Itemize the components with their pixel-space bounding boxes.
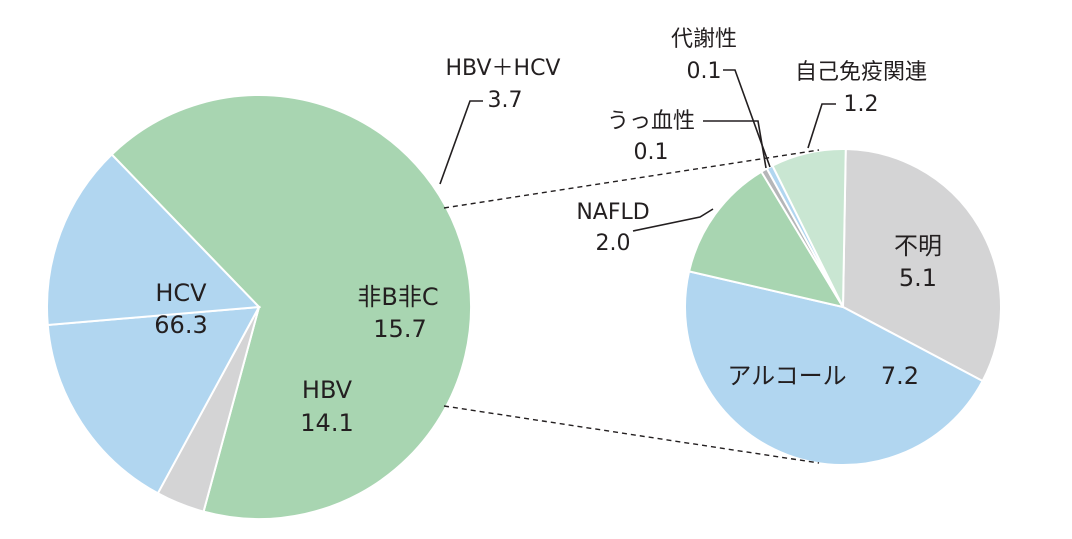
label-hcv-name: HCV: [155, 279, 207, 307]
label-alcohol-value: 7.2: [881, 362, 919, 390]
label-non-b-non-c-value: 15.7: [373, 315, 426, 343]
slice-unknown: [841, 148, 1002, 383]
label-nafld-value: 2.0: [596, 231, 631, 256]
leader-line-nafld: [632, 208, 714, 232]
label-hbv-hcv-value: 3.7: [488, 88, 523, 113]
label-hbv-hcv-name: HBV＋HCV: [446, 56, 561, 81]
main-pie: [46, 94, 472, 520]
label-unknown-value: 5.1: [899, 264, 937, 292]
slice-hbv: [46, 153, 262, 327]
slice-autoimmune: [771, 148, 847, 308]
label-hbv-name: HBV: [302, 376, 353, 404]
slice-non-b-non-c: [46, 305, 261, 495]
label-metabolic-value: 0.1: [687, 59, 722, 84]
label-autoimmune-value: 1.2: [844, 92, 879, 117]
label-alcohol-name: アルコール: [727, 362, 846, 390]
leader-line-hbv-hcv: [439, 100, 483, 185]
leader-line-congestive: [703, 120, 767, 169]
label-congestive-value: 0.1: [634, 140, 669, 165]
label-metabolic-name: 代謝性: [671, 27, 737, 52]
label-unknown-name: 不明: [894, 232, 942, 260]
label-hbv-value: 14.1: [300, 409, 353, 437]
slice-hcv: [110, 94, 472, 520]
breakdown-pie: [684, 148, 1002, 466]
leader-line-autoimmune: [807, 103, 836, 149]
slice-alcohol: [684, 270, 984, 466]
label-autoimmune-name: 自己免疫関連: [795, 60, 927, 85]
leader-line-metabolic: [723, 69, 771, 168]
slice-nafld: [687, 170, 846, 309]
label-congestive-name: うっ血性: [607, 109, 695, 134]
label-non-b-non-c-name: 非B非C: [357, 283, 438, 311]
label-nafld-name: NAFLD: [576, 200, 649, 225]
connector-line-top: [443, 149, 820, 209]
label-hcv-value: 66.3: [154, 311, 207, 339]
connector-line-bottom: [443, 405, 820, 464]
